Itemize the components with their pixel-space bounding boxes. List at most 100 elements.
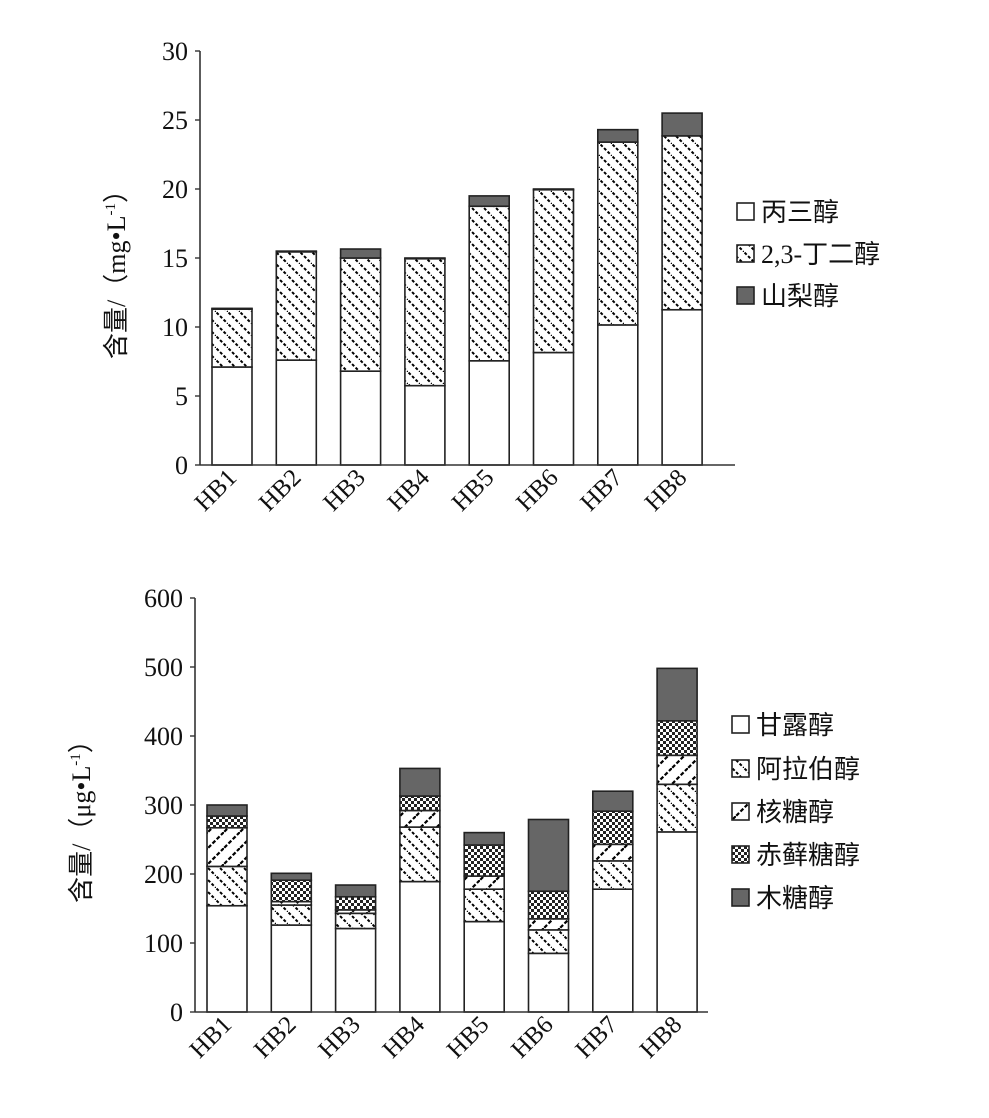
y-axis-label: 含量/（mg•L-1）	[102, 177, 131, 359]
legend-label: 阿拉伯醇	[756, 755, 860, 784]
y-axis-label-sup: -1	[103, 203, 119, 216]
legend-swatch	[731, 715, 750, 734]
bar-segment-hb3-s0	[339, 370, 382, 466]
bar-segment-hb1-s3	[206, 815, 248, 829]
bar-segment-hb3-s0	[334, 927, 377, 1013]
x-tick-label: HB7	[576, 464, 628, 516]
bar-segment-hb6-s1	[527, 929, 570, 955]
legend-label: 核糖醇	[756, 798, 834, 827]
bar-segment-hb1-s2	[211, 307, 253, 310]
legend-swatch	[736, 244, 755, 263]
y-tick-label: 300	[144, 791, 183, 820]
x-tick-label: HB6	[511, 464, 563, 516]
y-tick-label: 30	[162, 37, 188, 66]
bar-segment-hb5-s4	[463, 831, 506, 846]
bar-segment-hb7-s1	[596, 141, 639, 326]
x-tick-label: HB1	[185, 1011, 237, 1063]
bar-segment-hb4-s4	[399, 767, 441, 797]
y-tick-label: 400	[144, 722, 183, 751]
chart-alcohols-mg: HB1 HB2 HB3 HB4 HB5 HB6 HB7 HB8 0 5 10 15 20 25 30 含量/（…	[102, 37, 880, 517]
y-tick-label: 5	[175, 382, 188, 411]
bar-segment-hb6-s0	[532, 351, 575, 466]
bar-segment-hb2-s3	[270, 879, 313, 903]
bar-segment-hb4-s3	[399, 795, 441, 812]
bar-segment-hb8-s3	[656, 720, 698, 757]
x-tick-label: HB1	[190, 464, 242, 516]
bar-segment-hb2-s0	[270, 924, 313, 1013]
y-tick-label: 500	[144, 653, 183, 682]
y-tick-label: 200	[144, 860, 183, 889]
bar-segment-hb6-s2	[527, 918, 570, 931]
bar-segment-hb1-s1	[211, 308, 253, 368]
legend-label: 赤藓糖醇	[756, 841, 860, 870]
bar-segment-hb4-s0	[399, 880, 441, 1013]
bar-segment-hb4-s0	[404, 384, 446, 466]
y-tick-label: 25	[162, 106, 188, 135]
x-tick-label: HB6	[506, 1011, 558, 1063]
bar-segment-hb7-s2	[596, 128, 639, 143]
x-tick-label: HB5	[447, 464, 499, 516]
bar-segment-hb3-s2	[339, 248, 382, 259]
y-tick-label: 600	[144, 584, 183, 613]
legend-label: 丙三醇	[761, 198, 839, 227]
bar-segment-hb8-s0	[656, 831, 698, 1013]
x-tick-label: HB5	[442, 1011, 494, 1063]
bar-segment-hb6-s2	[532, 188, 575, 191]
x-tick-label: HB4	[383, 464, 436, 517]
legend-label: 山梨醇	[761, 282, 839, 311]
bar-segment-hb6-s1	[532, 188, 575, 354]
y-axis-label-sup: -1	[68, 753, 84, 766]
bar-segment-hb1-s0	[211, 366, 253, 466]
bar-segment-hb1-s2	[206, 826, 248, 868]
bar-segment-hb8-s2	[661, 112, 703, 137]
bar-segment-hb8-s4	[656, 667, 698, 722]
legend-swatch	[731, 845, 750, 864]
y-axis-label-main: 含量/（mg•L	[102, 216, 131, 359]
legend-swatch	[736, 202, 755, 221]
y-tick-label: 10	[162, 313, 188, 342]
x-tick-label: HB8	[640, 464, 692, 516]
bar-segment-hb7-s1	[591, 860, 634, 890]
bar-segment-hb4-s1	[404, 257, 446, 387]
bar-segment-hb7-s0	[591, 888, 634, 1013]
bar-segment-hb5-s2	[468, 195, 511, 208]
legend-label: 甘露醇	[756, 711, 834, 740]
y-tick-label: 15	[162, 244, 188, 273]
bar-segment-hb5-s1	[468, 205, 511, 362]
y-tick-label: 100	[144, 929, 183, 958]
x-tick-label: HB8	[635, 1011, 687, 1063]
bar-segment-hb2-s1	[275, 250, 318, 361]
y-tick-label: 0	[170, 998, 183, 1027]
bar-segment-hb4-s2	[399, 809, 441, 828]
y-axis-label-end: ）	[67, 727, 96, 753]
legend-label: 木糖醇	[756, 884, 834, 913]
bar-segment-hb7-s2	[591, 843, 634, 862]
bar-segment-hb6-s0	[527, 952, 570, 1013]
y-axis-label: 含量/（μg•L-1）	[67, 727, 96, 903]
y-tick-label: 20	[162, 175, 188, 204]
bar-segment-hb2-s1	[270, 904, 313, 926]
bar-segment-hb7-s3	[591, 810, 634, 846]
bar-segment-hb5-s2	[463, 875, 506, 890]
y-axis-label-end: ）	[102, 177, 131, 203]
bar-segment-hb6-s3	[527, 890, 570, 920]
x-tick-label: HB2	[249, 1011, 301, 1063]
x-tick-label: HB7	[571, 1011, 623, 1063]
bar-segment-hb5-s3	[463, 844, 506, 877]
bar-segment-hb1-s1	[206, 865, 248, 907]
bar-segment-hb4-s2	[404, 257, 446, 260]
x-tick-label: HB4	[378, 1011, 431, 1064]
bar-segment-hb8-s1	[656, 783, 698, 833]
bar-segment-hb1-s4	[206, 804, 248, 817]
bar-segment-hb1-s0	[206, 904, 248, 1013]
legend-swatch	[736, 286, 755, 305]
x-tick-label: HB3	[313, 1011, 365, 1063]
bar-segment-hb8-s1	[661, 135, 703, 311]
chart-sugar-alcohols-ug: HB1 HB2 HB3 HB4 HB5 HB6 HB7 HB8 0 100 200 300 400 500…	[67, 584, 860, 1064]
bar-segment-hb3-s1	[339, 257, 382, 372]
bar-segment-hb4-s1	[399, 826, 441, 883]
bar-segment-hb7-s4	[591, 790, 634, 813]
bar-segment-hb8-s0	[661, 308, 703, 466]
y-tick-label: 0	[175, 451, 188, 480]
